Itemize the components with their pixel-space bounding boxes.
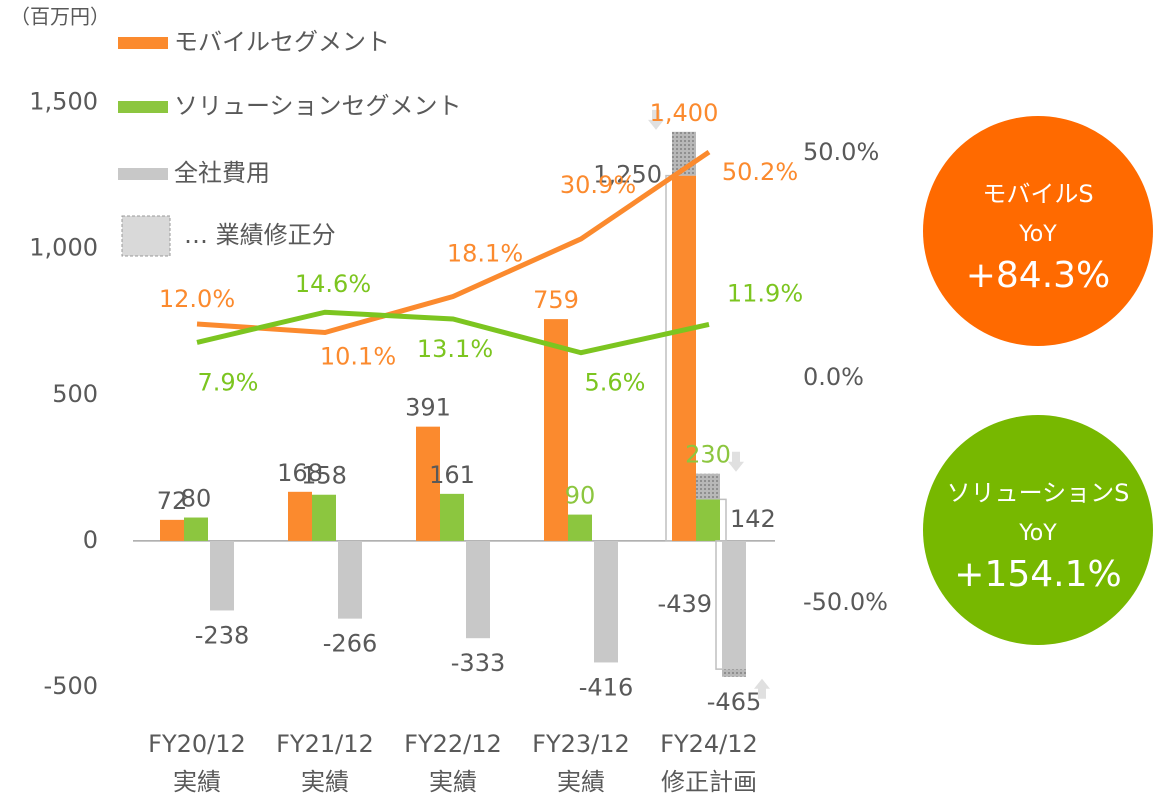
callout-text: YoY: [1018, 222, 1057, 247]
unit-label: （百万円）: [10, 5, 110, 29]
bar: [696, 499, 720, 541]
y2-tick-label: 0.0%: [803, 363, 864, 391]
line-value-label: 13.1%: [417, 335, 493, 363]
bar: [288, 491, 312, 541]
line-value-label: 30.9%: [560, 171, 636, 199]
bar-value-label: 90: [565, 482, 596, 510]
legend-label: ソリューションセグメント: [174, 92, 462, 120]
revision-arrow: [728, 451, 744, 472]
revision-segment: [722, 669, 746, 677]
bar: [210, 540, 234, 611]
bar-value-label: -416: [579, 673, 633, 701]
y-tick-label: 1,500: [29, 88, 98, 116]
x-tick-label: 修正計画: [661, 768, 757, 796]
revision-arrow: [648, 109, 664, 130]
y-tick-label: 0: [83, 526, 98, 554]
y-tick-label: -500: [44, 672, 98, 700]
x-tick-label: 実績: [301, 768, 349, 796]
x-tick-label: FY24/12: [660, 730, 758, 758]
bar-value-label: 168: [277, 459, 323, 487]
callout-text: モバイルS: [982, 180, 1093, 208]
bar-value-label: 80: [181, 485, 212, 513]
line: [196, 309, 710, 356]
x-tick-label: FY20/12: [148, 730, 246, 758]
bar-value-label: 158: [301, 462, 347, 490]
bar: [160, 519, 184, 541]
legend-swatch: [118, 101, 168, 113]
bar-value-label: 72: [157, 487, 188, 515]
revision-bracket: [715, 540, 722, 670]
x-tick-label: 実績: [173, 768, 221, 796]
y-tick-label: 1,000: [29, 234, 98, 262]
bar: [184, 517, 208, 541]
line-value-label: 11.9%: [727, 279, 803, 307]
bar-value-label: -333: [451, 649, 505, 677]
x-tick-label: FY21/12: [276, 730, 374, 758]
bar: [338, 540, 362, 619]
revision-label: -439: [658, 590, 712, 618]
callout-text: ソリューションS: [947, 479, 1130, 507]
x-tick-label: FY22/12: [404, 730, 502, 758]
x-tick-label: 実績: [557, 768, 605, 796]
revision-label: 1,250: [593, 161, 662, 189]
legend-label: … 業績修正分: [184, 221, 336, 249]
legend-swatch: [121, 215, 171, 257]
line-value-label: 50.2%: [722, 158, 798, 186]
bar: [722, 540, 746, 670]
line-value-label: 10.1%: [320, 342, 396, 370]
y-tick-label: 500: [52, 380, 98, 408]
callout-text: +154.1%: [954, 554, 1121, 595]
bar: [312, 494, 336, 541]
bar-value-label: 161: [429, 461, 475, 489]
line: [196, 150, 711, 336]
bar-value-label: 391: [405, 394, 451, 422]
legend-swatch: [118, 37, 168, 49]
bar: [672, 175, 696, 541]
y2-tick-label: -50.0%: [803, 588, 888, 616]
bar: [594, 540, 618, 663]
revision-arrow: [754, 678, 770, 699]
callout-circle: [923, 415, 1153, 645]
callout-text: +84.3%: [966, 255, 1111, 296]
line-value-label: 7.9%: [198, 368, 259, 396]
bar: [466, 540, 490, 639]
line-value-label: 12.0%: [159, 285, 235, 313]
legend-label: 全社費用: [174, 159, 270, 187]
line-value-label: 14.6%: [295, 270, 371, 298]
x-tick-label: FY23/12: [532, 730, 630, 758]
line-value-label: 5.6%: [585, 369, 646, 397]
bar-value-label: -465: [707, 688, 761, 716]
bar-value-label: 230: [685, 441, 731, 469]
bar-value-label: 1,400: [650, 99, 719, 127]
revision-bracket: [665, 174, 672, 542]
bar: [416, 426, 440, 541]
bar: [544, 319, 568, 541]
bar-value-label: -266: [323, 630, 377, 658]
legend-label: モバイルセグメント: [174, 28, 390, 56]
revision-label: 142: [730, 505, 776, 533]
callout-text: YoY: [1018, 521, 1057, 546]
line-value-label: 18.1%: [447, 240, 523, 268]
callout-circle: [923, 116, 1153, 346]
bar-value-label: -238: [195, 621, 249, 649]
revision-bracket: [720, 498, 727, 542]
revision-segment: [696, 473, 720, 500]
bar-value-label: 759: [533, 286, 579, 314]
bar: [568, 514, 592, 541]
legend-swatch: [118, 168, 168, 180]
x-tick-label: 実績: [429, 768, 477, 796]
y2-tick-label: 50.0%: [803, 138, 879, 166]
bar: [440, 493, 464, 541]
